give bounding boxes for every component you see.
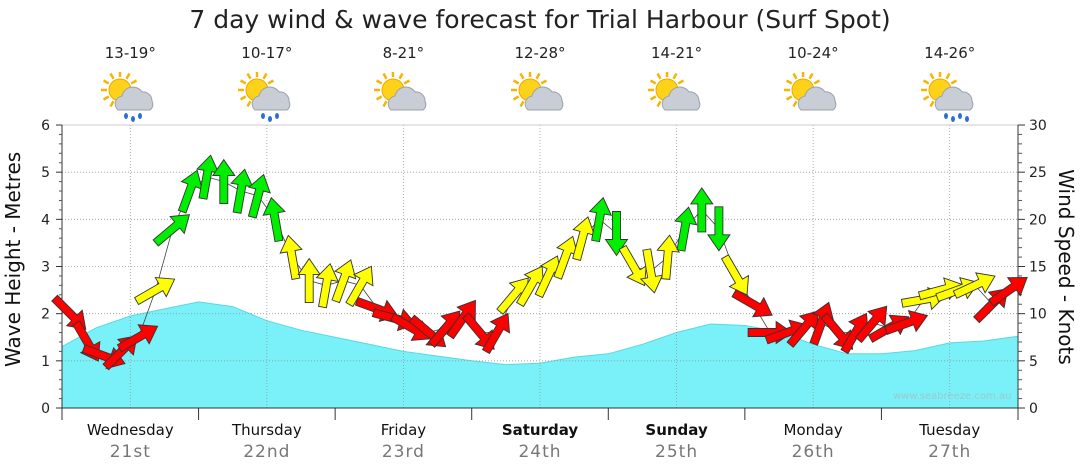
- wind-arrow: [247, 173, 271, 219]
- wind-arrow: [331, 259, 357, 304]
- day-name-label: Tuesday: [919, 421, 981, 439]
- y-tick-label-right: 15: [1029, 260, 1047, 276]
- wind-arrow: [639, 248, 664, 294]
- y-tick-label-right: 0: [1029, 401, 1038, 417]
- day-date-label: 22nd: [243, 442, 291, 462]
- y-tick-label-right: 20: [1029, 212, 1047, 228]
- day-name-label: Saturday: [501, 421, 579, 439]
- y-tick-label-left: 3: [41, 260, 50, 276]
- y-tick-label-left: 6: [41, 118, 50, 134]
- day-temp-range: 13-19°: [104, 44, 156, 62]
- y-tick-label-left: 4: [41, 212, 50, 228]
- wind-arrow: [152, 214, 191, 247]
- y-tick-label-left: 1: [41, 354, 50, 370]
- y-tick-label-left: 2: [41, 307, 50, 323]
- y-tick-label-right: 5: [1029, 354, 1038, 370]
- wind-arrow: [988, 277, 1028, 307]
- wind-arrow: [618, 244, 647, 287]
- day-date-label: 23rd: [381, 442, 425, 462]
- wind-arrow: [315, 262, 339, 309]
- day-temp-range: 10-17°: [241, 44, 293, 62]
- wind-arrow: [952, 272, 996, 299]
- day-name-label: Sunday: [645, 421, 708, 439]
- showers-weather-icon: [100, 71, 160, 124]
- showers-weather-icon: [237, 71, 297, 124]
- wind-arrow: [133, 277, 176, 306]
- wind-arrow: [820, 312, 854, 350]
- day-temp-range: 8-21°: [382, 44, 425, 62]
- partly-cloudy-weather-icon: [510, 71, 570, 124]
- wind-arrow: [674, 206, 698, 252]
- y-tick-label-right: 25: [1029, 165, 1047, 181]
- partly-cloudy-weather-icon: [783, 71, 843, 124]
- wind-arrow: [462, 312, 495, 350]
- day-date-label: 25th: [655, 442, 699, 462]
- y-tick-label-right: 30: [1029, 118, 1047, 134]
- day-name-label: Wednesday: [86, 421, 174, 439]
- day-temp-range: 14-26°: [924, 44, 976, 62]
- y-tick-label-right: 10: [1029, 307, 1047, 323]
- day-temp-range: 10-24°: [787, 44, 839, 62]
- wind-arrow: [720, 254, 750, 296]
- watermark: www.seabreeze.com.au: [893, 391, 1012, 402]
- day-temp-range: 12-28°: [514, 44, 566, 62]
- wind-arrow: [262, 196, 286, 243]
- partly-cloudy-weather-icon: [373, 71, 433, 124]
- wind-arrow: [689, 187, 714, 233]
- day-temp-range: 14-21°: [651, 44, 703, 62]
- wind-arrow: [884, 310, 929, 335]
- rain-weather-icon: [920, 71, 980, 124]
- wind-arrow: [116, 324, 159, 353]
- wind-arrow: [707, 206, 731, 252]
- day-date-label: 24th: [518, 442, 562, 462]
- y-axis-label-right: Wind Speed - Knots: [1054, 169, 1078, 365]
- day-date-label: 27th: [928, 442, 972, 462]
- wind-arrow: [731, 289, 773, 318]
- wind-arrow: [211, 158, 236, 205]
- wind-arrow: [481, 312, 511, 355]
- y-tick-label-left: 5: [41, 165, 50, 181]
- wind-arrow: [604, 211, 629, 257]
- wind-arrow: [345, 265, 374, 308]
- day-name-label: Monday: [783, 421, 843, 439]
- wind-arrow: [854, 305, 888, 344]
- day-name-label: Thursday: [231, 421, 302, 439]
- day-date-label: 26th: [791, 442, 835, 462]
- wind-arrow: [279, 234, 303, 280]
- wind-arrow: [51, 294, 87, 330]
- wind-arrow: [588, 196, 613, 243]
- y-tick-label-left: 0: [41, 401, 50, 417]
- chart-title: 7 day wind & wave forecast for Trial Har…: [189, 5, 891, 34]
- partly-cloudy-weather-icon: [647, 71, 707, 124]
- wave-height-area: [61, 301, 1019, 409]
- wind-arrow: [656, 234, 680, 280]
- day-date-label: 21st: [109, 442, 151, 462]
- y-axis-label-left: Wave Height - Metres: [1, 151, 25, 367]
- day-name-label: Friday: [380, 421, 427, 439]
